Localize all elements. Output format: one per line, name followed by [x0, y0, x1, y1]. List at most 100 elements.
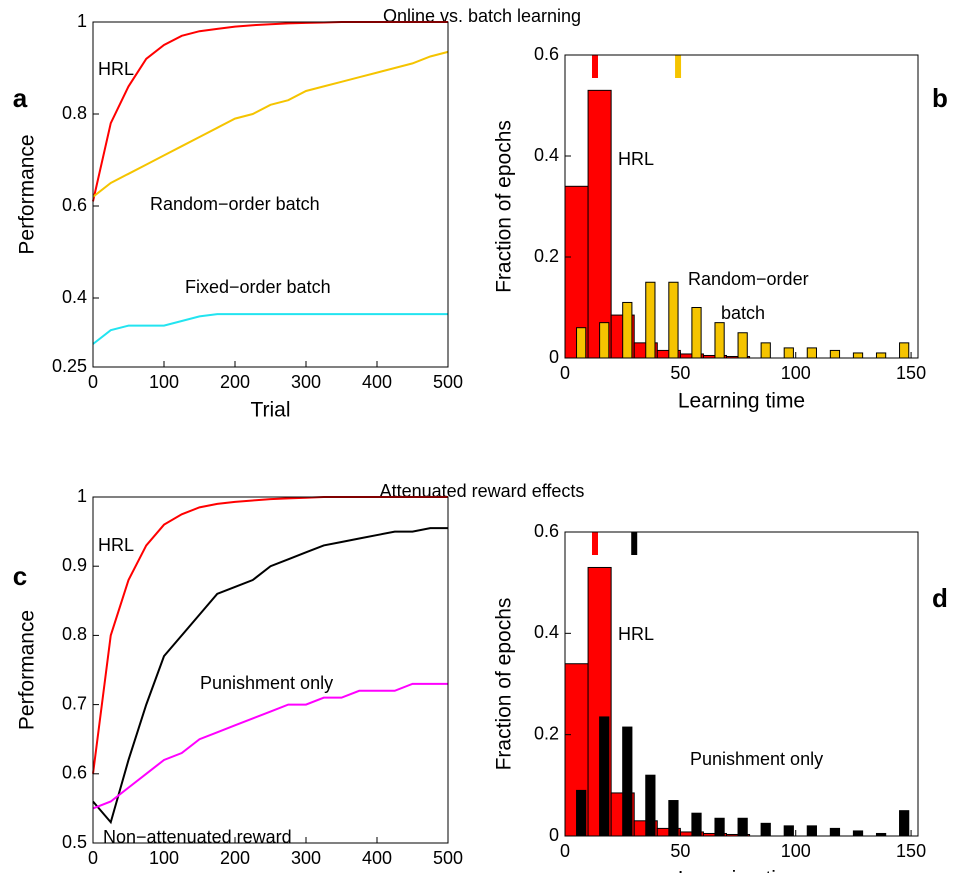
line — [92, 496, 448, 774]
bar — [760, 342, 771, 359]
panel-label: d — [932, 583, 948, 613]
bar — [599, 716, 610, 837]
bar — [829, 827, 841, 837]
section-title: Attenuated reward effects — [380, 481, 585, 501]
bar — [691, 812, 702, 837]
x-tick-label: 400 — [362, 372, 392, 392]
series-label: Punishment only — [690, 749, 823, 769]
line — [92, 21, 448, 202]
panel-label: b — [932, 83, 948, 113]
series-label: HRL — [98, 59, 134, 79]
y-tick-label: 0.6 — [62, 195, 87, 215]
y-tick-label: 0.4 — [534, 145, 559, 165]
x-tick-label: 150 — [896, 363, 926, 383]
bar — [783, 825, 794, 837]
x-tick-label: 100 — [149, 372, 179, 392]
bar — [576, 789, 587, 837]
axes-frame — [564, 531, 919, 837]
line — [92, 50, 449, 198]
mean-marker — [591, 532, 598, 555]
line — [92, 527, 448, 825]
series-label: HRL — [98, 535, 134, 555]
x-axis-label: Trial — [250, 399, 290, 422]
x-tick-label: 0 — [88, 372, 98, 392]
y-tick-label: 0.7 — [62, 693, 87, 713]
bar — [622, 301, 633, 359]
y-axis-label: Fraction of epochs — [493, 120, 516, 293]
y-tick-label: 0.2 — [534, 723, 559, 743]
x-tick-label: 300 — [291, 372, 321, 392]
mean-marker — [591, 55, 598, 78]
mean-marker — [675, 55, 682, 78]
x-axis-label: Learning time — [678, 390, 805, 413]
x-tick-label: 0 — [560, 363, 570, 383]
x-tick-label: 100 — [781, 363, 811, 383]
y-tick-label: 0.2 — [534, 246, 559, 266]
bar — [852, 352, 864, 359]
x-tick-label: 100 — [781, 841, 811, 861]
y-tick-label: 0.8 — [62, 103, 87, 123]
axes-frame — [92, 496, 449, 844]
bar — [576, 327, 587, 359]
y-tick-label: 0.6 — [62, 763, 87, 783]
bar — [714, 817, 725, 837]
x-tick-label: 50 — [670, 841, 690, 861]
x-tick-label: 300 — [291, 848, 321, 868]
x-tick-label: 500 — [433, 848, 463, 868]
y-axis-label: Performance — [16, 134, 39, 254]
bar — [806, 825, 817, 837]
section-title: Online vs. batch learning — [383, 6, 581, 26]
y-axis-label: Performance — [16, 610, 39, 730]
mean-marker — [631, 532, 638, 555]
bar — [899, 810, 910, 837]
x-axis-label: Learning time — [678, 868, 805, 873]
y-tick-label: 0.6 — [534, 521, 559, 541]
bar — [875, 352, 887, 359]
x-tick-label: 150 — [896, 841, 926, 861]
y-tick-label: 0.25 — [52, 356, 87, 376]
bar — [645, 774, 656, 837]
series-label: Random−order batch — [688, 269, 809, 323]
y-tick-label: 0.6 — [534, 44, 559, 64]
bar — [668, 281, 679, 359]
bar — [668, 800, 679, 837]
bar — [587, 89, 612, 359]
x-tick-label: 100 — [149, 848, 179, 868]
bar — [899, 342, 910, 359]
y-tick-label: 0.9 — [62, 555, 87, 575]
y-tick-label: 0 — [549, 347, 559, 367]
x-tick-label: 200 — [220, 372, 250, 392]
bar — [599, 322, 610, 359]
x-tick-label: 500 — [433, 372, 463, 392]
bar — [852, 830, 864, 837]
line — [92, 682, 448, 810]
bar — [645, 281, 656, 359]
y-axis-label: Fraction of epochs — [493, 598, 516, 771]
y-tick-label: 1 — [77, 486, 87, 506]
x-tick-label: 0 — [560, 841, 570, 861]
y-tick-label: 1 — [77, 11, 87, 31]
line — [92, 313, 448, 345]
series-label: Random−order batch — [150, 194, 320, 214]
y-tick-label: 0.8 — [62, 624, 87, 644]
axes-frame — [564, 54, 919, 359]
y-tick-label: 0.5 — [62, 832, 87, 852]
y-tick-label: 0.4 — [534, 622, 559, 642]
x-tick-label: 0 — [88, 848, 98, 868]
panel-label: c — [13, 561, 27, 591]
y-tick-label: 0 — [549, 825, 559, 845]
series-label: Fixed−order batch — [185, 277, 331, 297]
x-tick-label: 50 — [670, 363, 690, 383]
series-label: Punishment only — [200, 673, 333, 693]
bar — [622, 726, 633, 837]
bar — [806, 347, 817, 359]
series-label: Non−attenuated reward — [103, 827, 292, 847]
bar — [760, 822, 771, 837]
y-tick-label: 0.4 — [62, 287, 87, 307]
axes-frame — [92, 21, 449, 368]
series-label: HRL — [618, 624, 654, 644]
series-label: HRL — [618, 149, 654, 169]
x-tick-label: 200 — [220, 848, 250, 868]
